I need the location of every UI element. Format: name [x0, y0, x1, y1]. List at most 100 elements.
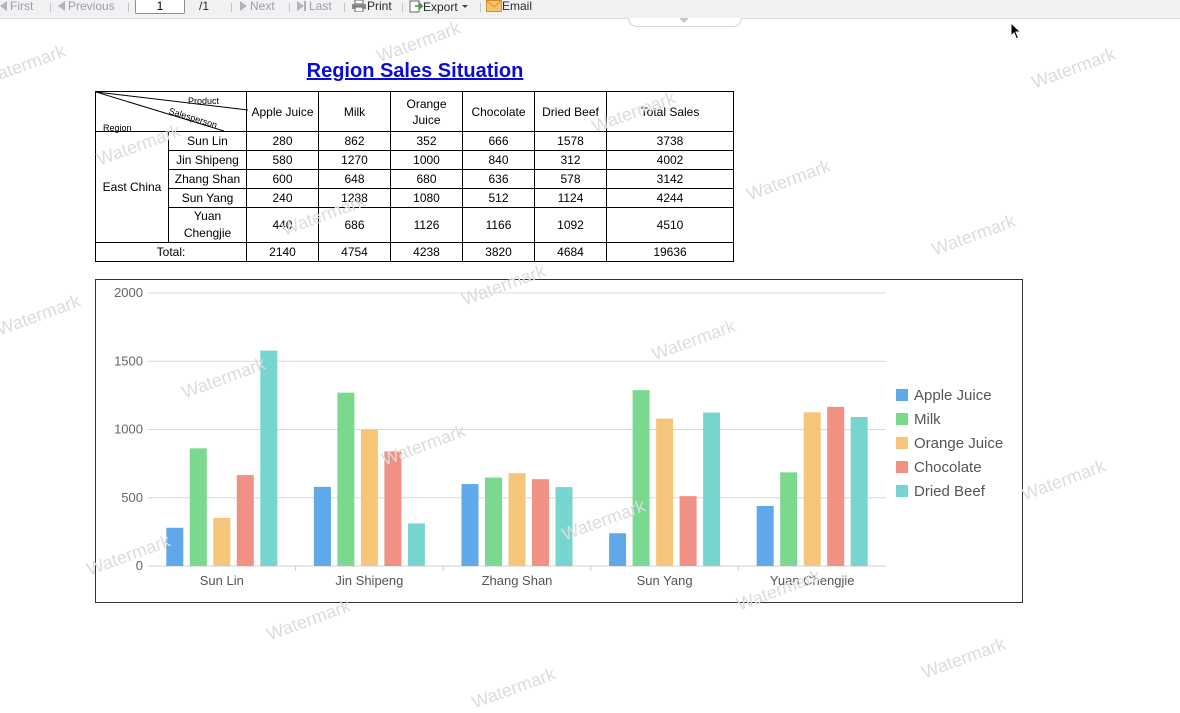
- export-icon: [409, 0, 424, 13]
- bar-dried-beef: [260, 350, 278, 566]
- x-tick-label: Yuan Chengjie: [770, 573, 855, 588]
- value-cell: 440: [246, 207, 319, 243]
- bar-apple-juice: [609, 533, 627, 566]
- salesperson-name: Yuan Chengjie: [183, 209, 232, 240]
- bar-apple-juice: [313, 486, 331, 566]
- x-tick-label: Sun Yang: [637, 573, 693, 588]
- value-cell: 600: [246, 169, 319, 189]
- bar-orange-juice: [656, 418, 674, 566]
- table-row: Sun Yang 240 1288 1080 512 1124 4244: [96, 188, 734, 208]
- value-cell: 840: [462, 150, 535, 170]
- watermark-text: Watermark: [0, 40, 68, 90]
- salesperson-cell: Zhang Shan: [168, 169, 247, 189]
- legend-item[interactable]: Dried Beef: [896, 482, 1003, 506]
- watermark-text: Watermark: [929, 210, 1018, 260]
- legend-item[interactable]: Orange Juice: [896, 434, 1003, 458]
- bar-chocolate: [384, 451, 402, 566]
- value-cell: 1124: [534, 188, 607, 208]
- bar-orange-juice: [803, 412, 821, 566]
- column-header: Chocolate: [462, 91, 535, 132]
- first-icon: [0, 1, 7, 11]
- first-page-button[interactable]: First: [0, 0, 33, 16]
- last-page-button[interactable]: Last: [297, 0, 332, 16]
- page-number-input[interactable]: [135, 0, 185, 14]
- last-icon: [297, 1, 304, 11]
- bar-orange-juice: [360, 429, 378, 566]
- report-title[interactable]: Region Sales Situation: [306, 60, 524, 82]
- last-bar-icon: [304, 1, 306, 11]
- separator: [231, 3, 232, 12]
- value-cell: 1080: [390, 188, 463, 208]
- legend-item[interactable]: Apple Juice: [896, 386, 1003, 410]
- toolbar-collapse-handle[interactable]: [628, 18, 742, 27]
- legend-item[interactable]: Milk: [896, 410, 1003, 434]
- value-cell: 648: [318, 169, 391, 189]
- watermark-text: Watermark: [744, 155, 833, 205]
- y-tick-label: 0: [136, 558, 143, 573]
- legend-label: Milk: [914, 411, 941, 428]
- column-header: Dried Beef: [534, 91, 607, 132]
- separator: [289, 3, 290, 12]
- table-row: Yuan Chengjie 440 686 1126 1166 1092 451…: [96, 207, 734, 243]
- bar-milk: [337, 392, 355, 566]
- sales-table: Product Salesperson Region Apple Juice M…: [95, 91, 734, 262]
- bar-dried-beef: [703, 412, 721, 566]
- watermark-text: Watermark: [919, 633, 1008, 683]
- bar-dried-beef: [850, 416, 868, 566]
- next-icon: [240, 1, 247, 11]
- watermark-text: Watermark: [264, 595, 353, 645]
- salesperson-cell: Yuan Chengjie: [168, 207, 247, 243]
- legend-label: Apple Juice: [914, 387, 992, 404]
- bar-orange-juice: [213, 517, 231, 566]
- email-button[interactable]: Email: [486, 0, 532, 16]
- value-cell: 666: [462, 131, 535, 151]
- value-cell: 686: [318, 207, 391, 243]
- watermark-text: Watermark: [1029, 43, 1118, 93]
- watermark-text: Watermark: [469, 663, 558, 713]
- chart-canvas: 0 500 1000 1500 2000 Sun Lin Jin Shipeng Zhang …: [114, 285, 886, 588]
- value-cell: 1578: [534, 131, 607, 151]
- total-cell: 2140: [246, 242, 319, 262]
- y-tick-label: 1500: [114, 353, 143, 368]
- x-tick-label: Sun Lin: [200, 573, 244, 588]
- previous-page-button[interactable]: Previous: [58, 0, 115, 16]
- next-page-button[interactable]: Next: [240, 0, 275, 16]
- y-tick-label: 1000: [114, 422, 143, 437]
- legend-swatch: [896, 461, 908, 473]
- value-cell: 1288: [318, 188, 391, 208]
- previous-icon: [58, 1, 65, 11]
- value-cell: 280: [246, 131, 319, 151]
- legend-item[interactable]: Chocolate: [896, 458, 1003, 482]
- legend-swatch: [896, 413, 908, 425]
- value-cell: 578: [534, 169, 607, 189]
- total-sales-cell: 3738: [606, 131, 734, 151]
- separator: [344, 3, 345, 12]
- bar-dried-beef: [555, 487, 573, 566]
- bar-dried-beef: [407, 523, 425, 566]
- bar-apple-juice: [756, 505, 774, 566]
- total-sales-cell: 4002: [606, 150, 734, 170]
- x-tick-label: Jin Shipeng: [335, 573, 403, 588]
- bar-chocolate: [827, 406, 845, 566]
- total-sales-cell: 4244: [606, 188, 734, 208]
- total-sales-cell: 4510: [606, 207, 734, 243]
- bar-milk: [632, 390, 650, 566]
- value-cell: 580: [246, 150, 319, 170]
- salesperson-cell: Sun Yang: [168, 188, 247, 208]
- diagonal-header-cell: Product Salesperson Region: [95, 91, 248, 133]
- y-tick-label: 2000: [114, 285, 143, 300]
- value-cell: 1092: [534, 207, 607, 243]
- totals-row: Total: 2140 4754 4238 3820 4684 19636: [95, 242, 734, 262]
- salesperson-cell: Sun Lin: [168, 131, 247, 151]
- export-button[interactable]: Export: [409, 0, 469, 16]
- y-tick-label: 500: [121, 490, 143, 505]
- bar-apple-juice: [166, 527, 184, 566]
- bar-chocolate: [679, 496, 697, 566]
- total-label: Total:: [95, 242, 247, 262]
- envelope-icon: [486, 0, 502, 12]
- separator: [50, 3, 51, 12]
- separator: [128, 3, 129, 12]
- collapse-arrow-icon: [679, 18, 689, 23]
- print-button[interactable]: Print: [351, 0, 392, 16]
- legend-swatch: [896, 485, 908, 497]
